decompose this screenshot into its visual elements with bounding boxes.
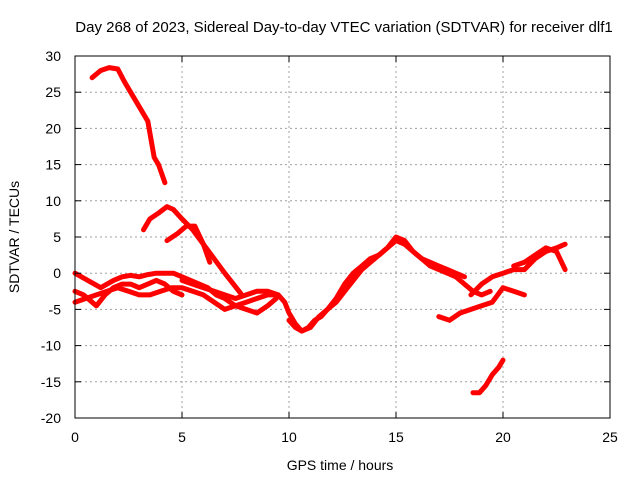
x-axis-label: GPS time / hours (287, 457, 394, 473)
series-arc-3 (164, 223, 213, 265)
x-tick-label: 15 (388, 429, 404, 445)
series-arc-8 (286, 238, 493, 334)
y-tick-label: -20 (41, 410, 61, 426)
series-arc-6 (72, 277, 185, 309)
y-tick-label: 20 (45, 120, 61, 136)
series-arc-1 (89, 65, 168, 186)
series-arc-12 (470, 357, 506, 396)
y-tick-label: 25 (45, 84, 61, 100)
y-tick-label: 10 (45, 193, 61, 209)
x-tick-label: 5 (178, 429, 186, 445)
y-tick-label: 30 (45, 48, 61, 64)
x-tick-label: 0 (71, 429, 79, 445)
chart-title: Day 268 of 2023, Sidereal Day-to-day VTE… (75, 19, 612, 36)
x-tick-label: 20 (495, 429, 511, 445)
y-tick-label: 0 (53, 265, 61, 281)
x-tick-label: 25 (602, 429, 618, 445)
grid-lines (75, 56, 610, 418)
y-tick-label: -5 (49, 301, 62, 317)
y-axis-label: SDTVAR / TECUs (6, 181, 22, 293)
x-tick-label: 10 (281, 429, 297, 445)
data-series (72, 65, 568, 396)
y-tick-label: -10 (41, 338, 61, 354)
y-tick-label: -15 (41, 374, 61, 390)
series-arc-11 (511, 245, 568, 273)
series-arc-7 (179, 234, 467, 334)
series-arc-9 (436, 285, 527, 323)
y-tick-label: 5 (53, 229, 61, 245)
axis-ticks: 0 5 10 15 20 25 -20 -15 -10 -5 0 5 10 15 20 25 30 (41, 48, 618, 445)
y-tick-label: 15 (45, 157, 61, 173)
